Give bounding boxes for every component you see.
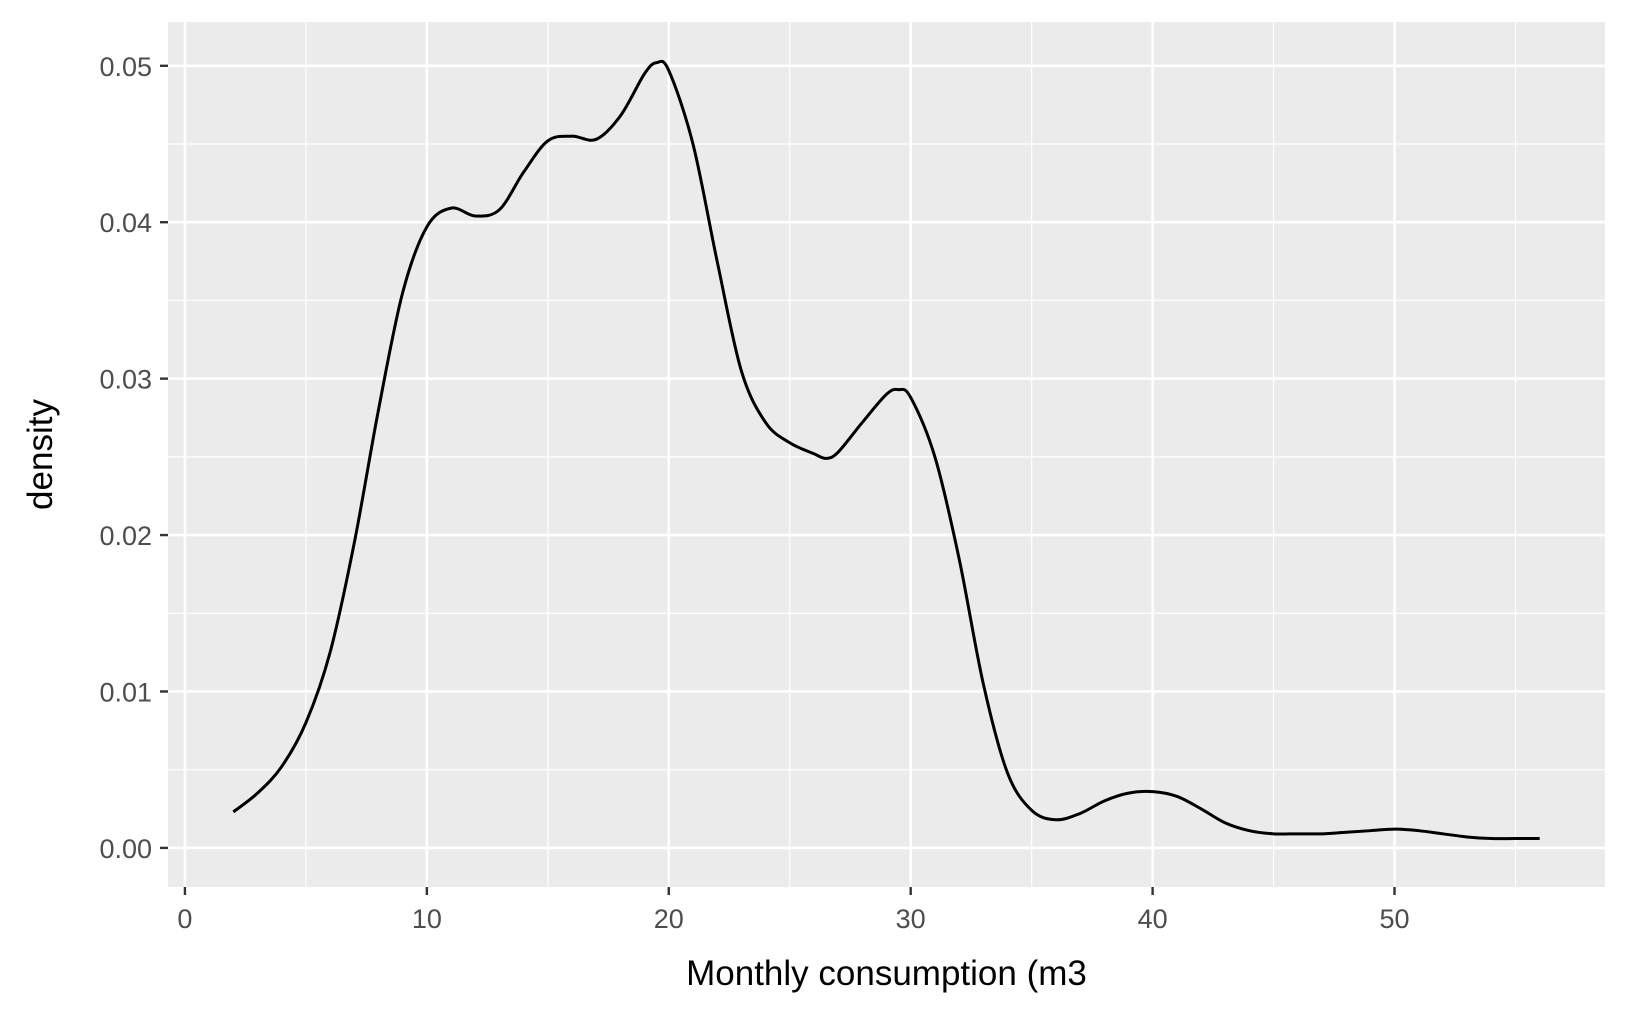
y-tick-label: 0.04 <box>99 208 152 238</box>
density-curve <box>232 59 1540 841</box>
plot-panel <box>168 22 1605 887</box>
y-tick-label: 0.01 <box>99 677 152 707</box>
x-tick-label: 50 <box>1380 904 1410 934</box>
x-tick-label: 20 <box>654 904 684 934</box>
y-tick-label: 0.03 <box>99 365 152 395</box>
y-axis-title: density <box>21 399 60 510</box>
y-tick-label: 0.05 <box>99 52 152 82</box>
x-tick-label: 30 <box>896 904 926 934</box>
x-tick-label: 40 <box>1138 904 1168 934</box>
x-tick-label: 10 <box>412 904 442 934</box>
x-axis: 0 10 20 30 40 50 <box>177 887 1410 934</box>
x-axis-title: Monthly consumption (m3 <box>686 954 1087 993</box>
y-tick-label: 0.02 <box>99 521 152 551</box>
y-tick-label: 0.00 <box>99 834 152 864</box>
y-axis: 0.00 0.01 0.02 0.03 0.04 0.05 <box>99 52 168 864</box>
major-gridlines <box>168 22 1605 887</box>
x-tick-label: 0 <box>177 904 192 934</box>
minor-gridlines <box>168 22 1605 887</box>
